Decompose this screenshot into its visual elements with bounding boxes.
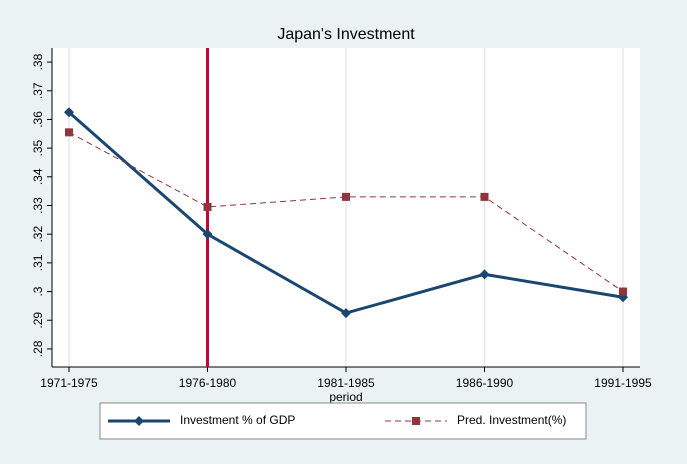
legend-marker bbox=[412, 417, 420, 425]
point bbox=[480, 192, 489, 201]
point bbox=[342, 192, 350, 201]
point bbox=[203, 202, 212, 211]
point bbox=[202, 229, 213, 240]
x-tick-label: 1981-1985 bbox=[317, 376, 375, 390]
y-tick-label: .32 bbox=[31, 226, 45, 243]
y-tick-label: .31 bbox=[31, 254, 45, 271]
y-tick-label: .29 bbox=[31, 312, 45, 329]
y-tick-label: .35 bbox=[31, 139, 45, 156]
x-tick-label: 1986-1990 bbox=[456, 376, 514, 390]
x-tick-label: 1971-1975 bbox=[40, 376, 98, 390]
y-tick-label: .28 bbox=[31, 340, 45, 357]
point bbox=[64, 107, 74, 118]
x-axis-label: period bbox=[329, 390, 362, 404]
legend-label: Investment % of GDP bbox=[180, 413, 295, 427]
legend-label: Pred. Investment(%) bbox=[457, 413, 566, 427]
chart-title: Japan's Investment bbox=[277, 26, 415, 43]
series-line bbox=[68, 131, 624, 292]
x-tick-label: 1991-1995 bbox=[594, 376, 652, 390]
y-tick-label: .37 bbox=[31, 82, 45, 99]
legend bbox=[99, 402, 587, 440]
point bbox=[341, 308, 351, 319]
y-tick-label: .3 bbox=[31, 286, 45, 296]
point bbox=[479, 269, 490, 280]
y-tick-label: .38 bbox=[31, 53, 45, 70]
y-tick-label: .33 bbox=[31, 197, 45, 214]
legend-marker bbox=[134, 416, 144, 426]
point bbox=[619, 287, 627, 296]
y-tick-label: .36 bbox=[31, 111, 45, 128]
y-tick-label: .34 bbox=[31, 168, 45, 185]
point bbox=[65, 128, 73, 137]
x-tick-label: 1976-1980 bbox=[179, 376, 237, 390]
